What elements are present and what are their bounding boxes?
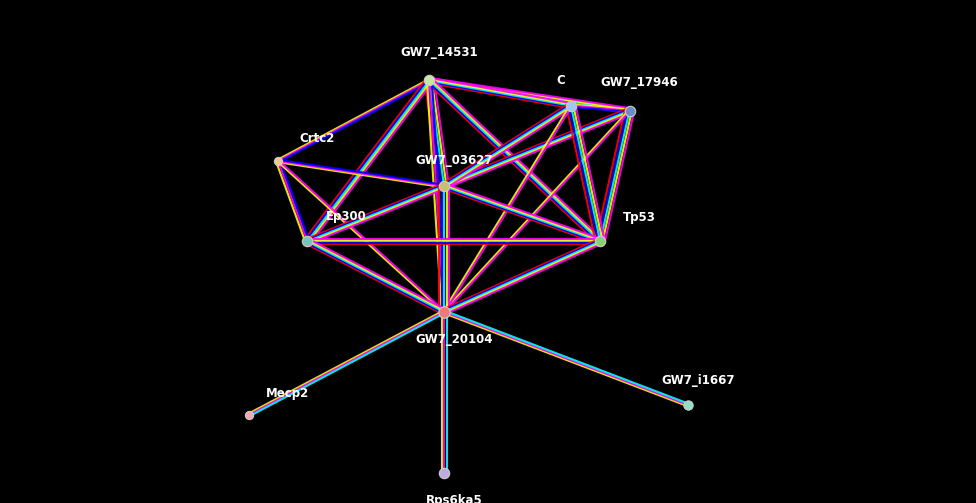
Point [680,401,696,409]
Point [622,107,637,115]
Text: Rps6ka5: Rps6ka5 [426,494,482,503]
Point [241,411,257,419]
Point [436,308,452,316]
Point [436,469,452,477]
Text: Crtc2: Crtc2 [300,132,335,145]
Text: Tp53: Tp53 [623,211,656,224]
Point [270,157,286,165]
Text: GW7_17946: GW7_17946 [600,76,678,90]
Text: Ep300: Ep300 [326,210,367,223]
Point [563,102,579,110]
Point [592,237,608,245]
Point [422,76,437,85]
Text: GW7_03627: GW7_03627 [415,154,493,167]
Text: GW7_14531: GW7_14531 [400,46,478,59]
Text: Mecp2: Mecp2 [266,387,309,400]
Text: GW7_20104: GW7_20104 [415,333,493,346]
Point [300,237,315,245]
Text: C: C [557,74,565,87]
Text: GW7_i1667: GW7_i1667 [661,374,735,387]
Point [436,182,452,190]
